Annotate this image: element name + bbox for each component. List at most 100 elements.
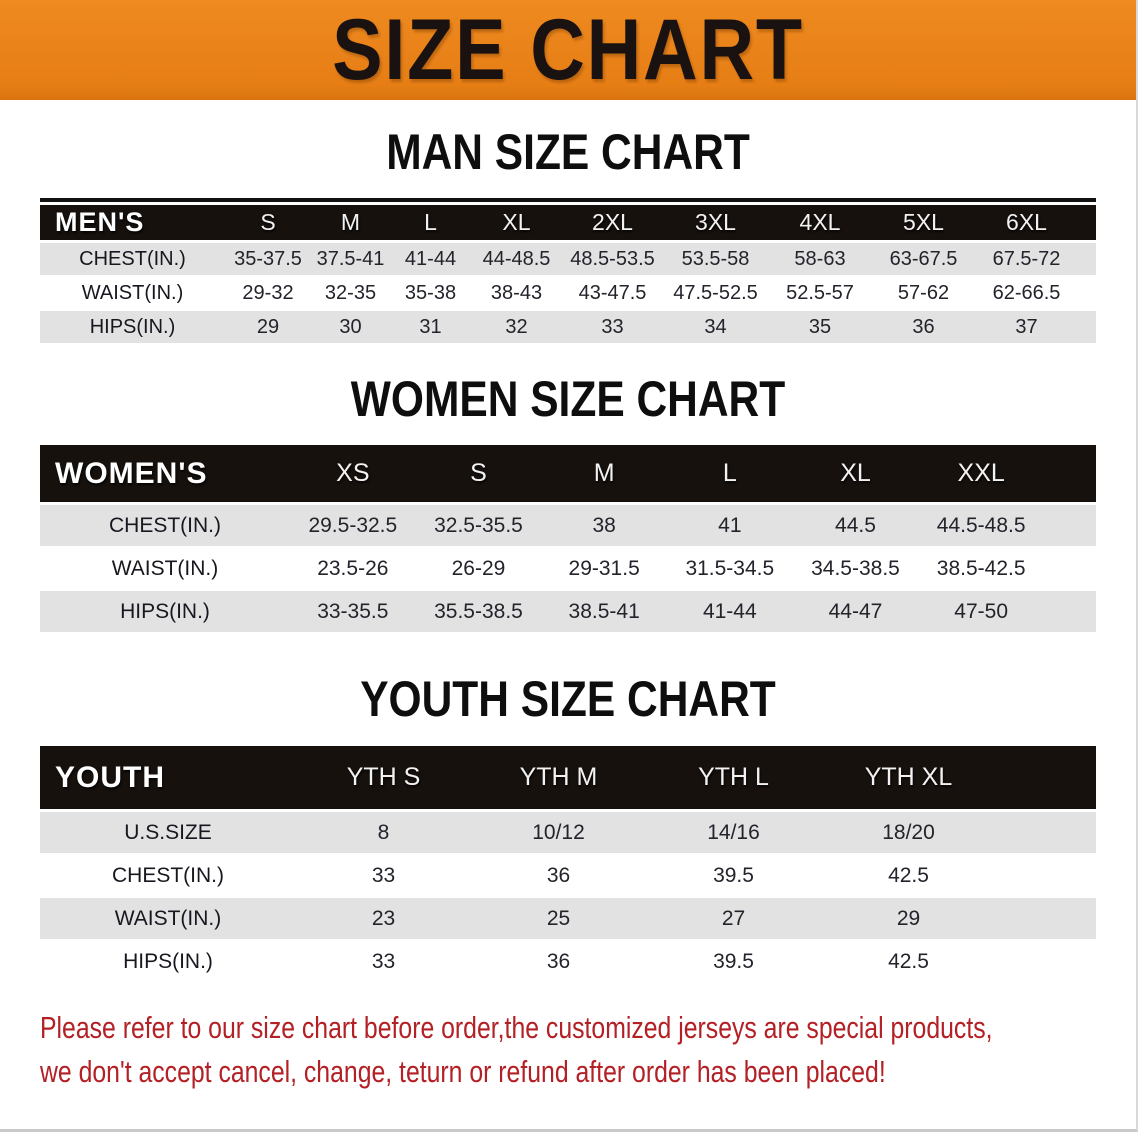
value-cell: 35.5-38.5 (434, 599, 523, 623)
value-cell: 47-50 (954, 599, 1009, 623)
mens-size-table: MEN'S S M L XL 2XL 3XL 4XL 5XL 6XL CHEST(IN.) 35-37… (40, 198, 1096, 345)
value-cell: 37.5-41 (316, 247, 385, 270)
column-header: 5XL (903, 209, 944, 235)
column-header: S (470, 459, 487, 487)
value-cell: 44-48.5 (482, 247, 551, 270)
column-header: 3XL (695, 209, 736, 235)
value-cell: 63-67.5 (889, 247, 958, 270)
value-cell: 41 (718, 513, 742, 537)
value-cell: 39.5 (713, 949, 754, 973)
disclaimer-line-1: Please refer to our size chart before or… (40, 1010, 993, 1045)
table-row: CHEST(IN.) 35-37.5 37.5-41 41-44 44-48.5 48.5… (40, 243, 1096, 277)
row-header: WAIST(IN.) (81, 281, 184, 304)
row-header: HIPS(IN.) (123, 949, 213, 973)
value-cell: 34 (704, 315, 727, 338)
youth-size-table: YOUTH YTH S YTH M YTH L YTH XL U.S.SIZE 8 10/12… (40, 746, 1096, 984)
value-cell: 47.5-52.5 (673, 281, 758, 304)
column-header: L (424, 209, 437, 235)
table-row: WAIST(IN.) 23.5-26 26-29 29-31.5 31.5-34.5 34… (40, 548, 1096, 591)
disclaimer-line-2: we don't accept cancel, change, teturn o… (40, 1054, 886, 1089)
value-cell: 14/16 (707, 820, 760, 844)
value-cell: 10/12 (532, 820, 585, 844)
value-cell: 42.5 (888, 863, 929, 887)
value-cell: 36 (912, 315, 935, 338)
column-header: 2XL (592, 209, 633, 235)
value-cell: 33 (371, 863, 396, 887)
row-header: CHEST(IN.) (109, 513, 221, 537)
table-header-row: WOMEN'S XS S M L XL XXL (40, 445, 1096, 505)
table-header-row: MEN'S S M L XL 2XL 3XL 4XL 5XL 6XL (40, 205, 1096, 243)
value-cell: 62-66.5 (992, 281, 1061, 304)
value-cell: 32 (505, 315, 528, 338)
disclaimer-note: Please refer to our size chart before or… (40, 1006, 1136, 1094)
value-cell: 57-62 (897, 281, 950, 304)
value-cell: 44.5-48.5 (936, 513, 1026, 537)
column-header: 6XL (1006, 209, 1047, 235)
value-cell: 42.5 (888, 949, 929, 973)
value-cell: 27 (721, 906, 746, 930)
value-cell: 35-37.5 (234, 247, 302, 270)
value-cell: 29 (896, 906, 921, 930)
table-row: CHEST(IN.) 29.5-32.5 32.5-35.5 38 41 44.5 44.5… (40, 505, 1096, 548)
column-header: XL (502, 209, 531, 235)
column-header: YTH S (346, 763, 421, 791)
column-header: XL (840, 459, 871, 487)
row-header: CHEST(IN.) (79, 247, 186, 270)
value-cell: 58-63 (794, 247, 846, 270)
value-cell: 43-47.5 (578, 281, 647, 304)
row-header: CHEST(IN.) (112, 863, 224, 887)
womens-size-table: WOMEN'S XS S M L XL XXL CHEST(IN.) 29.5-32.5 32.5… (40, 445, 1096, 634)
value-cell: 41-44 (702, 599, 757, 623)
value-cell: 29-31.5 (568, 556, 640, 580)
table-row: CHEST(IN.) 33 36 39.5 42.5 (40, 855, 1096, 898)
column-header: XS (336, 459, 370, 487)
table-title-cell: YOUTH (55, 760, 165, 794)
value-cell: 67.5-72 (992, 247, 1061, 270)
value-cell: 23 (371, 906, 396, 930)
value-cell: 37 (1015, 315, 1038, 338)
row-header: HIPS(IN.) (89, 315, 176, 338)
row-header: U.S.SIZE (124, 820, 212, 844)
men-section-heading: MAN SIZE CHART (386, 124, 750, 180)
table-title-cell: MEN'S (55, 207, 145, 237)
value-cell: 33-35.5 (317, 599, 389, 623)
row-header: WAIST(IN.) (111, 556, 219, 580)
table-title-cell: WOMEN'S (55, 456, 208, 490)
column-header: L (722, 459, 737, 487)
table-row: WAIST(IN.) 23 25 27 29 (40, 898, 1096, 941)
value-cell: 29 (256, 315, 280, 338)
value-cell: 33 (371, 949, 396, 973)
table-row: WAIST(IN.) 29-32 32-35 35-38 38-43 43-47.5 47.… (40, 277, 1096, 311)
value-cell: 32-35 (324, 281, 377, 304)
value-cell: 25 (546, 906, 571, 930)
value-cell: 30 (339, 315, 362, 338)
value-cell: 38.5-42.5 (936, 556, 1026, 580)
column-header: 4XL (799, 209, 841, 235)
value-cell: 38-43 (490, 281, 543, 304)
title-banner: SIZE CHART (0, 0, 1136, 100)
column-header: S (260, 209, 276, 235)
value-cell: 8 (377, 820, 390, 844)
row-header: WAIST(IN.) (114, 906, 222, 930)
value-cell: 53.5-58 (681, 247, 750, 270)
value-cell: 36 (546, 863, 571, 887)
value-cell: 31 (419, 315, 442, 338)
value-cell: 52.5-57 (786, 281, 854, 304)
value-cell: 26-29 (451, 556, 506, 580)
value-cell: 39.5 (713, 863, 754, 887)
value-cell: 34.5-38.5 (811, 556, 900, 580)
table-row: HIPS(IN.) 33 36 39.5 42.5 (40, 941, 1096, 984)
youth-section-heading: YOUTH SIZE CHART (360, 671, 776, 727)
value-cell: 29-32 (242, 281, 294, 304)
table-header-row: YOUTH YTH S YTH M YTH L YTH XL (40, 746, 1096, 812)
value-cell: 31.5-34.5 (685, 556, 775, 580)
column-header: YTH L (698, 763, 769, 791)
table-top-border (40, 198, 1096, 202)
value-cell: 33 (601, 315, 624, 338)
value-cell: 18/20 (882, 820, 935, 844)
value-cell: 38.5-41 (568, 599, 640, 623)
page-title: SIZE CHART (332, 2, 804, 98)
column-header: YTH M (519, 763, 598, 791)
value-cell: 35 (808, 315, 832, 338)
